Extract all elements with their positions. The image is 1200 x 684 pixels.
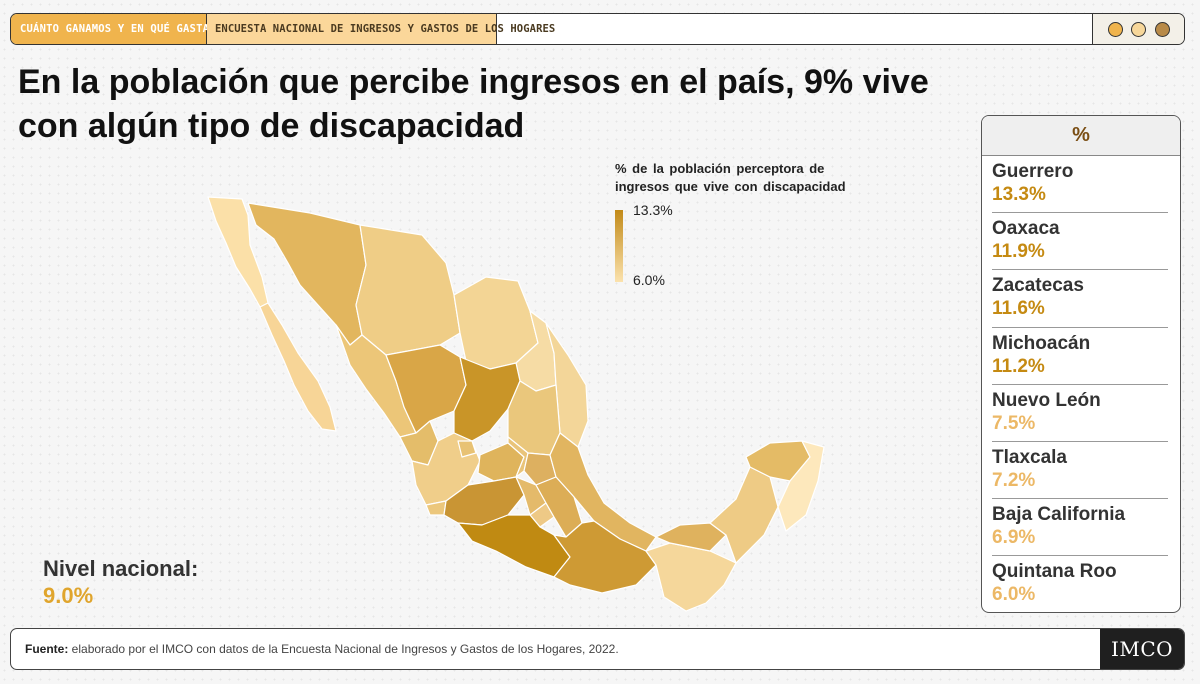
ranking-state-name: Quintana Roo: [992, 561, 1117, 583]
ranking-item: Tlaxcala 7.2%: [992, 442, 1168, 500]
ranking-state-name: Tlaxcala: [992, 446, 1067, 468]
ranking-item: Guerrero 13.3%: [992, 156, 1168, 214]
state-guerrero: [457, 514, 571, 578]
page-title: En la población que percibe ingresos en …: [18, 63, 929, 145]
subsection-tab[interactable]: ENCUESTA NACIONAL DE INGRESOS Y GASTOS D…: [207, 14, 555, 44]
national-value: 9.0%: [43, 583, 94, 608]
ranking-item: Nuevo León 7.5%: [992, 385, 1168, 442]
state-zacatecas: [453, 356, 521, 442]
ranking-state-name: Nuevo León: [992, 389, 1101, 411]
legend-min-label: 6.0%: [633, 272, 665, 288]
state-michoacan: [443, 476, 525, 526]
ranking-state-name: Baja California: [992, 504, 1126, 526]
ranking-state-value: 11.6%: [992, 298, 1045, 320]
section-tab[interactable]: CUÁNTO GANAMOS Y EN QUÉ GASTAMOS: [11, 14, 229, 44]
dot-icon-1: [1107, 21, 1123, 37]
ranking-panel: % Guerrero 13.3% Oaxaca 11.9% Zacatecas …: [981, 115, 1181, 613]
ranking-item: Quintana Roo 6.0%: [992, 556, 1168, 612]
ranking-state-name: Zacatecas: [992, 275, 1084, 297]
ranking-state-value: 11.2%: [992, 355, 1045, 377]
source-text: elaborado por el IMCO con datos de la En…: [68, 642, 619, 656]
ranking-item: Oaxaca 11.9%: [992, 213, 1168, 271]
window-dots: [1092, 14, 1184, 44]
dot-icon-3: [1154, 21, 1170, 37]
legend-max-label: 13.3%: [633, 202, 673, 218]
top-bar: CUÁNTO GANAMOS Y EN QUÉ GASTAMOS ENCUEST…: [10, 13, 1185, 45]
ranking-state-name: Michoacán: [992, 332, 1091, 354]
ranking-item: Zacatecas 11.6%: [992, 270, 1168, 328]
state-baja-california-sur: [259, 302, 337, 432]
legend-title: % de la población perceptora de ingresos…: [615, 161, 846, 194]
ranking-state-value: 7.2%: [992, 469, 1036, 491]
mexico-map: [207, 196, 825, 612]
footer: Fuente: elaborado por el IMCO con datos …: [10, 628, 1185, 670]
national-label: Nivel nacional:: [43, 556, 199, 581]
state-aguascalientes: [457, 440, 477, 458]
legend-gradient-bar: [615, 210, 623, 282]
state-campeche: [709, 466, 779, 564]
ranking-state-value: 6.9%: [992, 527, 1036, 549]
state-chihuahua: [355, 224, 461, 356]
state-sonora: [247, 202, 367, 346]
ranking-item: Baja California 6.9%: [992, 499, 1168, 557]
dot-icon-2: [1131, 21, 1146, 37]
ranking-state-name: Oaxaca: [992, 218, 1060, 240]
imco-logo[interactable]: IMCO: [1100, 629, 1184, 669]
source-note: Fuente: elaborado por el IMCO con datos …: [25, 642, 619, 656]
ranking-state-value: 6.0%: [992, 584, 1036, 606]
state-quintana-roo: [777, 440, 825, 532]
ranking-state-value: 11.9%: [992, 241, 1045, 263]
state-chiapas: [645, 542, 737, 612]
ranking-item: Michoacán 11.2%: [992, 328, 1168, 385]
ranking-header: %: [982, 116, 1180, 156]
ranking-state-value: 7.5%: [992, 412, 1036, 434]
ranking-state-value: 13.3%: [992, 184, 1046, 205]
source-label: Fuente:: [25, 642, 69, 656]
ranking-state-name: Guerrero: [992, 161, 1074, 182]
